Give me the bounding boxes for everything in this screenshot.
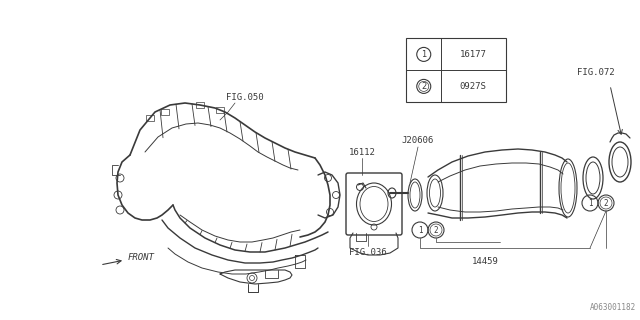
Text: 2: 2 [421,82,426,91]
Text: J20606: J20606 [402,135,434,145]
Text: 1: 1 [421,50,426,59]
Text: FIG.036: FIG.036 [349,247,387,257]
Text: 2: 2 [604,198,608,207]
Text: A063001182: A063001182 [589,303,636,312]
Text: 0927S: 0927S [460,82,486,91]
Text: 2: 2 [434,226,438,235]
Bar [406,38,506,102]
Bar [196,102,204,108]
Text: 1: 1 [588,198,592,207]
Text: FIG.072: FIG.072 [577,68,615,76]
Bar [216,107,224,113]
Text: FIG.050: FIG.050 [226,92,264,101]
Text: 16177: 16177 [460,50,486,59]
Text: 14459: 14459 [472,258,499,267]
Text: 1: 1 [418,226,422,235]
Bar [161,109,169,115]
Text: FRONT: FRONT [128,253,155,262]
Bar [146,115,154,121]
Text: 16112: 16112 [349,148,376,156]
